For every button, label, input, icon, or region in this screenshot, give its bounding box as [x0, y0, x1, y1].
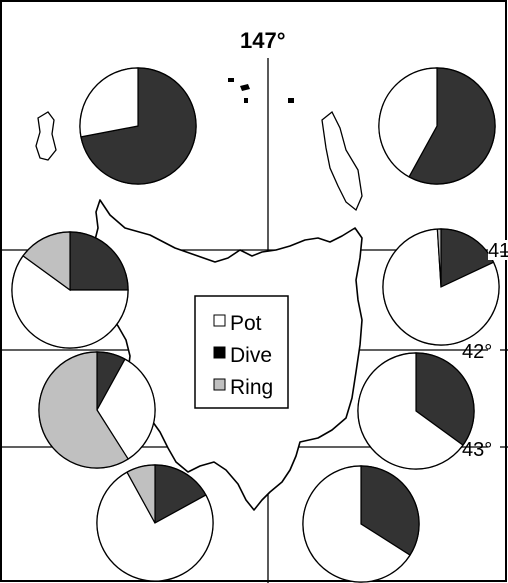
legend-swatch-pot [213, 314, 226, 327]
pie-southwest-slice-pot [96, 471, 214, 582]
flinders-island [321, 110, 363, 212]
small-islet-3 [288, 98, 294, 103]
pie-east-mid-slice-pot [357, 352, 464, 470]
small-islet-4 [244, 98, 248, 103]
pie-southwest-slice-dive [154, 464, 207, 525]
latitude-label-41: 41° [488, 240, 508, 262]
pie-northwest [79, 67, 197, 185]
pie-west-upper-slice-pot [11, 255, 129, 349]
legend-swatch-ring [213, 378, 226, 391]
pie-northwest-slice-pot [79, 67, 139, 138]
legend-label-ring: Ring [230, 376, 273, 399]
pie-southwest [96, 464, 214, 582]
pie-southeast-slice-pot [302, 465, 411, 583]
legend-swatch-dive [213, 346, 226, 359]
pie-east-mid [357, 352, 475, 470]
legend: Pot Dive Ring [194, 295, 289, 409]
legend-label-pot: Pot [230, 312, 262, 335]
small-islet-2 [240, 84, 250, 91]
pie-northeast [378, 67, 496, 185]
legend-box [194, 295, 289, 409]
pie-west-mid-slice-ring [38, 351, 129, 469]
pie-west-upper [11, 231, 129, 349]
pie-west-upper-slice-dive [69, 231, 129, 291]
pie-northeast-slice-pot [378, 67, 438, 178]
king-island [35, 111, 57, 161]
latitude-label-43: 43° [462, 439, 492, 461]
pie-northeast-slice-dive [408, 67, 496, 185]
pie-southeast [302, 465, 420, 583]
pie-west-upper-slice-ring [22, 231, 71, 292]
pie-east-upper-slice-pot [382, 228, 500, 346]
small-islet-1 [228, 78, 234, 82]
pie-east-upper [382, 228, 500, 346]
lat-41-label-bg [488, 240, 508, 260]
pie-southwest-slice-ring [126, 464, 156, 524]
longitude-label-147: 147° [240, 28, 286, 53]
pie-west-mid [38, 351, 156, 469]
latitude-label-42: 42° [462, 341, 492, 363]
legend-label-dive: Dive [230, 344, 272, 367]
pie-east-upper-slice-ring [436, 228, 442, 288]
pie-east-mid-slice-dive [415, 352, 475, 446]
pie-west-mid-slice-pot [96, 358, 156, 460]
